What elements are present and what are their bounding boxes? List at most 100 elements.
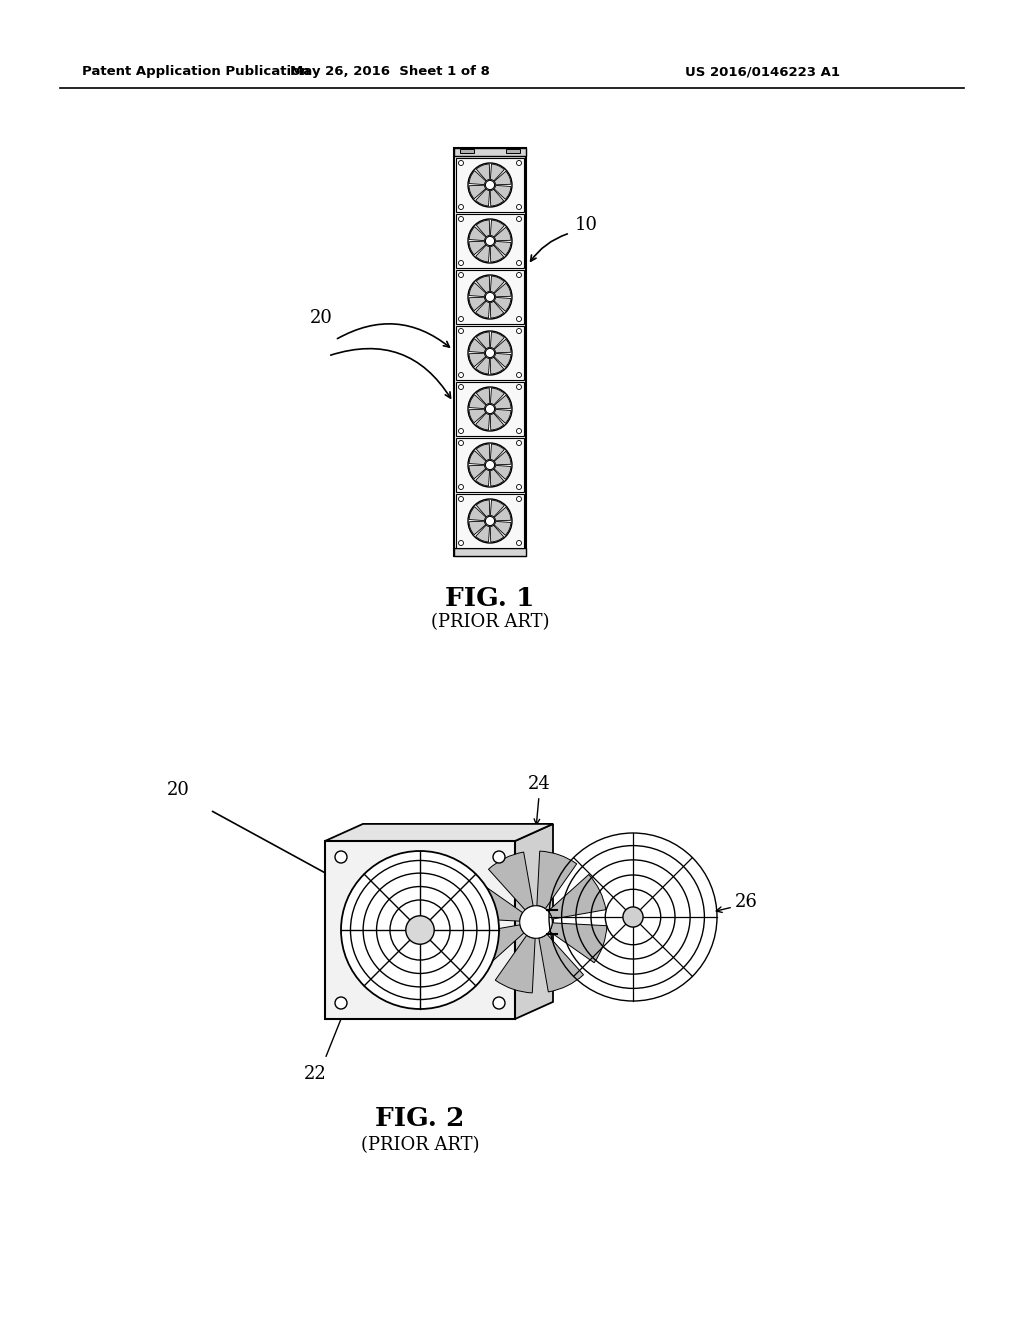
Wedge shape — [469, 185, 485, 199]
Wedge shape — [476, 413, 489, 430]
Circle shape — [493, 851, 505, 863]
Wedge shape — [490, 500, 505, 517]
Wedge shape — [469, 450, 486, 465]
Bar — [456, 214, 524, 268]
Wedge shape — [469, 170, 486, 185]
Bar — [454, 148, 526, 156]
Wedge shape — [495, 242, 511, 255]
Circle shape — [485, 404, 495, 413]
Wedge shape — [490, 276, 505, 293]
Wedge shape — [490, 333, 505, 348]
Circle shape — [468, 219, 512, 263]
Circle shape — [516, 329, 521, 334]
Circle shape — [516, 441, 521, 446]
Text: FIG. 2: FIG. 2 — [376, 1106, 465, 1131]
Wedge shape — [495, 172, 511, 185]
Wedge shape — [490, 358, 504, 374]
Circle shape — [516, 317, 521, 322]
Bar — [456, 158, 524, 213]
Wedge shape — [476, 444, 489, 461]
Circle shape — [493, 997, 505, 1008]
Circle shape — [468, 444, 512, 487]
Wedge shape — [495, 185, 511, 199]
Circle shape — [468, 275, 512, 319]
Wedge shape — [469, 227, 486, 240]
Wedge shape — [495, 409, 511, 424]
Wedge shape — [539, 935, 584, 991]
Circle shape — [335, 997, 347, 1008]
Wedge shape — [469, 282, 486, 297]
Wedge shape — [495, 466, 511, 479]
Wedge shape — [476, 500, 489, 516]
Wedge shape — [490, 301, 504, 318]
Wedge shape — [469, 297, 485, 310]
Text: (PRIOR ART): (PRIOR ART) — [360, 1137, 479, 1154]
Circle shape — [459, 540, 464, 545]
Text: May 26, 2016  Sheet 1 of 8: May 26, 2016 Sheet 1 of 8 — [290, 66, 489, 78]
Wedge shape — [466, 925, 524, 969]
Circle shape — [516, 384, 521, 389]
Circle shape — [485, 461, 495, 470]
Wedge shape — [469, 521, 485, 535]
Wedge shape — [490, 469, 504, 486]
Circle shape — [516, 540, 521, 545]
Wedge shape — [495, 507, 511, 521]
Circle shape — [335, 851, 347, 863]
Circle shape — [459, 260, 464, 265]
Wedge shape — [469, 465, 485, 479]
Wedge shape — [495, 297, 511, 312]
Wedge shape — [490, 164, 505, 181]
Wedge shape — [476, 189, 489, 206]
Wedge shape — [469, 339, 486, 352]
Text: FIG. 1: FIG. 1 — [445, 586, 535, 610]
Text: 20: 20 — [167, 781, 189, 799]
Text: 22: 22 — [304, 1065, 327, 1082]
Circle shape — [516, 161, 521, 165]
Wedge shape — [495, 284, 511, 297]
Wedge shape — [488, 853, 534, 909]
Circle shape — [516, 216, 521, 222]
Wedge shape — [490, 388, 505, 405]
Wedge shape — [496, 936, 536, 993]
Polygon shape — [325, 841, 515, 1019]
Circle shape — [459, 329, 464, 334]
Wedge shape — [476, 469, 489, 486]
Circle shape — [516, 260, 521, 265]
Wedge shape — [476, 276, 489, 293]
Circle shape — [516, 496, 521, 502]
Wedge shape — [495, 354, 511, 367]
Wedge shape — [537, 851, 577, 908]
Wedge shape — [476, 388, 489, 405]
Circle shape — [459, 484, 464, 490]
Wedge shape — [469, 409, 485, 422]
Circle shape — [516, 429, 521, 433]
Circle shape — [516, 372, 521, 378]
Circle shape — [485, 181, 495, 190]
Bar — [456, 326, 524, 380]
Text: 24: 24 — [527, 775, 550, 793]
Wedge shape — [465, 882, 522, 921]
Wedge shape — [476, 358, 489, 374]
Circle shape — [468, 331, 512, 375]
Text: 10: 10 — [575, 216, 598, 234]
Circle shape — [459, 429, 464, 433]
Circle shape — [468, 162, 512, 207]
Wedge shape — [495, 395, 511, 409]
Wedge shape — [469, 354, 485, 367]
Text: 26: 26 — [735, 894, 758, 911]
Bar — [456, 494, 524, 548]
Wedge shape — [495, 451, 511, 465]
Wedge shape — [469, 507, 486, 520]
Wedge shape — [548, 874, 606, 919]
Wedge shape — [490, 220, 505, 236]
Text: US 2016/0146223 A1: US 2016/0146223 A1 — [685, 66, 840, 78]
Wedge shape — [490, 246, 504, 261]
Circle shape — [468, 387, 512, 432]
Bar — [460, 149, 474, 153]
Circle shape — [459, 317, 464, 322]
Circle shape — [459, 384, 464, 389]
Circle shape — [459, 272, 464, 277]
Polygon shape — [325, 824, 553, 841]
Text: 20: 20 — [310, 309, 333, 327]
Circle shape — [341, 851, 499, 1008]
